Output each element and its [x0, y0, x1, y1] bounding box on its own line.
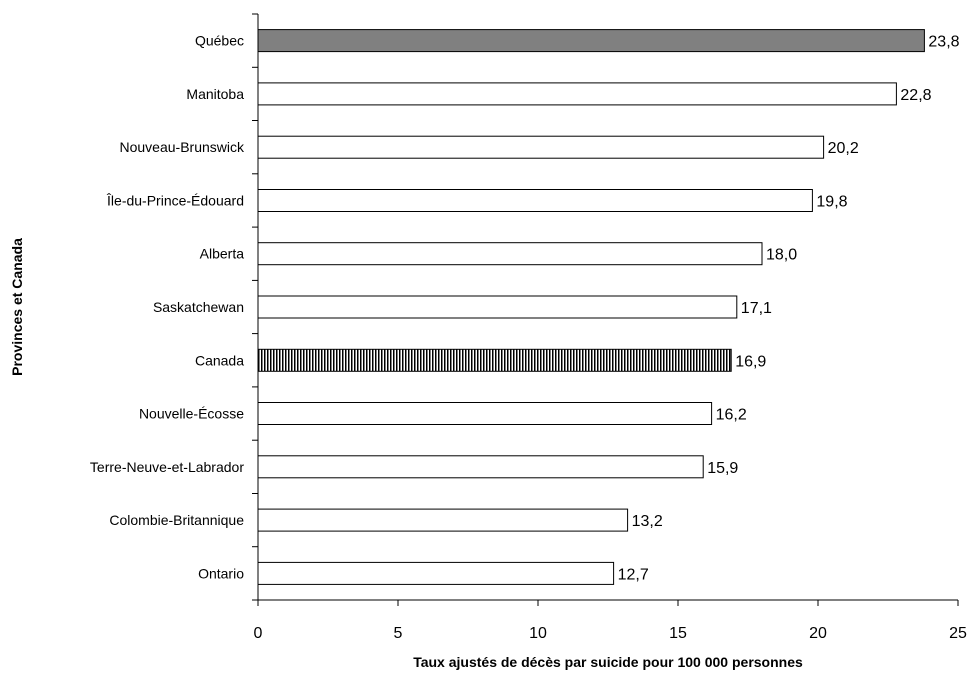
category-label: Alberta [200, 246, 245, 262]
value-label: 12,7 [618, 566, 649, 583]
x-tick-label: 10 [529, 625, 547, 642]
category-label: Colombie-Britannique [109, 512, 244, 528]
value-label: 17,1 [741, 300, 772, 317]
category-label: Terre-Neuve-et-Labrador [90, 459, 244, 475]
bar [257, 242, 763, 266]
bar [257, 295, 738, 319]
x-axis-title: Taux ajustés de décès par suicide pour 1… [413, 654, 803, 670]
value-label: 13,2 [632, 513, 663, 530]
bar [257, 455, 704, 479]
category-label: Nouveau-Brunswick [120, 139, 245, 155]
value-label: 18,0 [766, 247, 797, 264]
category-label: Saskatchewan [153, 299, 244, 315]
bars-group: 23,8 Québec 22,8 Manitoba 20,2 Nouveau-Brunsw… [90, 29, 960, 585]
bar [257, 348, 732, 372]
category-label: Manitoba [186, 86, 244, 102]
bar [257, 135, 825, 159]
value-label: 20,2 [828, 140, 859, 157]
x-tick-label: 0 [254, 625, 263, 642]
bar [257, 561, 615, 585]
x-tick-label: 15 [669, 625, 687, 642]
bar [257, 29, 925, 53]
bar [257, 508, 629, 532]
bar [257, 82, 897, 106]
x-tick-label: 20 [809, 625, 827, 642]
x-tick-label: 5 [394, 625, 403, 642]
value-label: 22,8 [900, 87, 931, 104]
value-label: 23,8 [928, 34, 959, 51]
category-label: Québec [195, 33, 244, 49]
bar [257, 189, 813, 212]
y-axis-title: Provinces et Canada [9, 238, 25, 376]
x-tick-label: 25 [949, 625, 967, 642]
category-label: Canada [195, 352, 244, 368]
category-label: Ontario [198, 565, 244, 581]
category-label: Île-du-Prince-Édouard [106, 193, 244, 209]
bar [257, 402, 713, 425]
value-label: 19,8 [816, 194, 847, 211]
value-label: 15,9 [707, 460, 738, 477]
axes-group: 0 5 10 15 20 25 [252, 13, 967, 642]
value-label: 16,2 [716, 407, 747, 424]
category-label: Nouvelle-Écosse [139, 406, 244, 422]
value-label: 16,9 [735, 353, 766, 370]
